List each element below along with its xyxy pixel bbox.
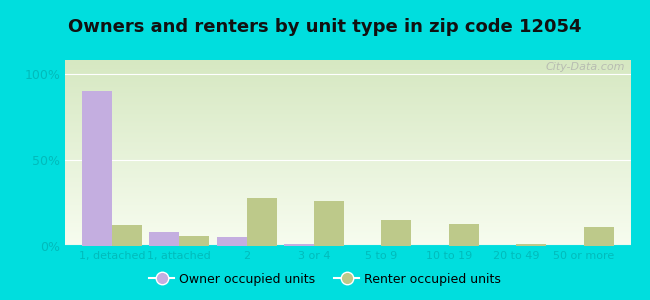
Legend: Owner occupied units, Renter occupied units: Owner occupied units, Renter occupied un… — [144, 268, 506, 291]
Text: City-Data.com: City-Data.com — [545, 62, 625, 72]
Bar — [150, 232, 179, 246]
Bar — [449, 224, 479, 246]
Bar — [516, 244, 546, 246]
Bar — [112, 225, 142, 246]
Bar — [246, 198, 277, 246]
Bar — [584, 227, 614, 246]
Bar — [382, 220, 411, 246]
Bar — [216, 237, 246, 246]
Bar — [314, 201, 344, 246]
Bar — [179, 236, 209, 246]
Bar — [82, 91, 112, 246]
Text: Owners and renters by unit type in zip code 12054: Owners and renters by unit type in zip c… — [68, 18, 582, 36]
Bar — [284, 244, 314, 246]
